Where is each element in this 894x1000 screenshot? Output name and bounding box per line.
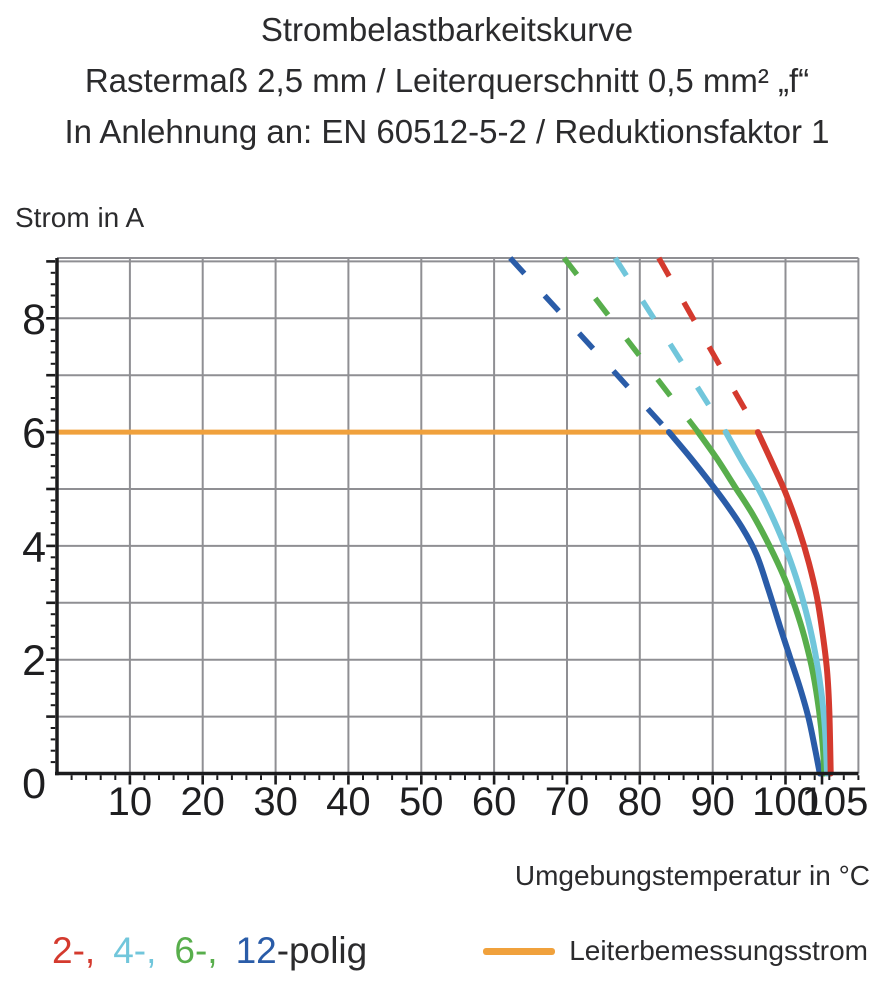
x-tick-label: 30 bbox=[253, 780, 298, 824]
curve-solid-2-polig bbox=[754, 429, 834, 777]
x-tick-label: 100 bbox=[752, 780, 819, 824]
x-tick-label: 10 bbox=[108, 780, 153, 824]
poles-legend: 2-, 4-, 6-, 12 -polig bbox=[52, 930, 367, 972]
y-tick-label: 4 bbox=[22, 523, 46, 571]
rated-current-line-swatch bbox=[483, 947, 556, 955]
y-tick-label: 2 bbox=[22, 637, 46, 685]
legend-12-number: 12 bbox=[235, 930, 277, 971]
x-tick-label: 80 bbox=[618, 780, 663, 824]
legend-item-2-polig: 2-, bbox=[52, 930, 96, 971]
curve-solid-6-polig bbox=[695, 429, 828, 777]
x-tick-label: 70 bbox=[545, 780, 590, 824]
chart-header: Strombelastbarkeitskurve Rastermaß 2,5 m… bbox=[0, 4, 894, 157]
x-tick-label: 105 bbox=[802, 780, 869, 824]
curve-dashed-2-polig bbox=[656, 256, 761, 434]
legend-item-12-polig: 12 -polig bbox=[236, 930, 368, 972]
rated-current-label: Leiterbemessungsstrom bbox=[569, 935, 868, 966]
y-axis-title: Strom in A bbox=[15, 202, 145, 233]
x-tick-label: 50 bbox=[399, 780, 444, 824]
chart-title-line2: Rastermaß 2,5 mm / Leiterquerschnitt 0,5… bbox=[84, 62, 810, 99]
x-axis-title: Umgebungstemperatur in °C bbox=[514, 860, 870, 891]
x-tick-label: 20 bbox=[180, 780, 225, 824]
rated-current-legend: Leiterbemessungsstrom bbox=[483, 935, 868, 967]
legend: 2-, 4-, 6-, 12 -polig Leiterbemessungsst… bbox=[0, 930, 894, 972]
curve-dashed-12-polig bbox=[508, 256, 672, 434]
x-tick-label: 90 bbox=[690, 780, 735, 824]
curve-solid-4-polig bbox=[722, 429, 831, 777]
curve-dashed-4-polig bbox=[612, 256, 729, 434]
y-tick-label: 6 bbox=[22, 410, 46, 458]
y-tick-label: 0 bbox=[22, 760, 46, 808]
x-tick-label: 60 bbox=[472, 780, 517, 824]
x-tick-label: 40 bbox=[326, 780, 371, 824]
chart-title-line3: In Anlehnung an: EN 60512-5-2 / Reduktio… bbox=[64, 113, 830, 150]
legend-item-4-polig: 4-, bbox=[113, 930, 157, 971]
legend-polig-suffix: -polig bbox=[276, 930, 368, 971]
curve-dashed-6-polig bbox=[561, 256, 701, 434]
chart-title-line1: Strombelastbarkeitskurve bbox=[260, 11, 634, 48]
y-tick-label: 8 bbox=[22, 296, 46, 344]
curve-solid-12-polig bbox=[666, 429, 823, 777]
legend-item-6-polig: 6-, bbox=[174, 930, 218, 971]
